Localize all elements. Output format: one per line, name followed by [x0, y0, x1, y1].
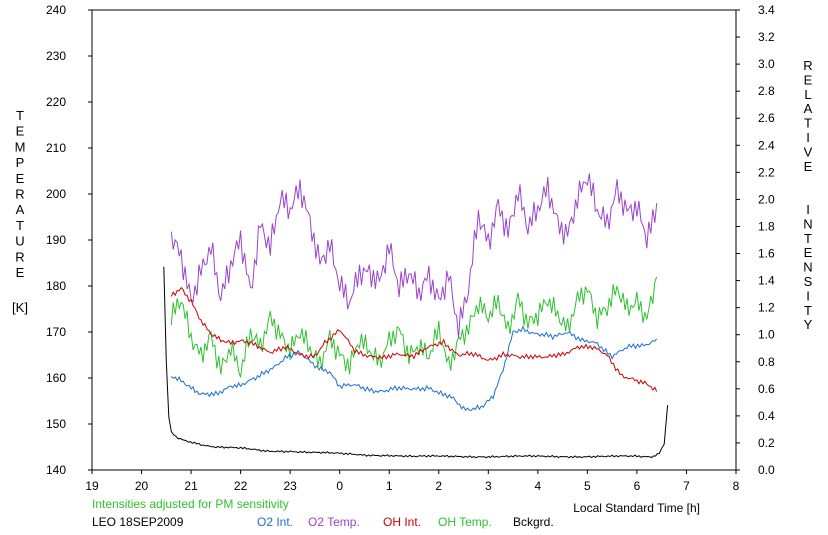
series-line-oh-temp	[170, 276, 658, 378]
right-tick-label: 2.4	[758, 138, 775, 152]
left-tick-label: 240	[46, 3, 66, 17]
right-axis-letter: N	[803, 260, 812, 275]
right-axis-letter: S	[804, 274, 813, 289]
left-axis-letter: E	[16, 124, 25, 139]
legend-entry: O2 Temp.	[308, 515, 360, 529]
left-axis-unit: [K]	[12, 300, 28, 315]
right-tick-label: 2.0	[758, 192, 775, 206]
right-tick-label: 0.2	[758, 436, 775, 450]
x-tick-label: 3	[485, 479, 492, 493]
series-line-o2-int	[170, 325, 658, 412]
x-axis-label: Local Standard Time [h]	[573, 501, 700, 515]
x-tick-label: 20	[135, 479, 149, 493]
left-axis-letter: U	[15, 234, 24, 249]
right-axis-letter: N	[803, 216, 812, 231]
series-line-oh-int	[170, 286, 658, 392]
x-tick-label: 6	[634, 479, 641, 493]
right-axis-letter: I	[806, 288, 810, 303]
x-tick-label: 0	[336, 479, 343, 493]
right-axis-letter: Y	[804, 317, 813, 332]
left-tick-label: 200	[46, 187, 66, 201]
right-axis-letter: T	[804, 116, 812, 131]
legend-entry: O2 Int.	[257, 515, 294, 529]
right-axis-letter: I	[806, 202, 810, 217]
right-tick-label: 1.2	[758, 301, 775, 315]
x-tick-label: 23	[283, 479, 297, 493]
left-tick-label: 160	[46, 371, 66, 385]
right-axis-letter: A	[804, 101, 813, 116]
x-tick-label: 1	[386, 479, 393, 493]
right-axis-letter: R	[803, 58, 812, 73]
right-tick-label: 3.4	[758, 3, 775, 17]
x-tick-label: 22	[234, 479, 248, 493]
right-tick-label: 2.8	[758, 84, 775, 98]
right-tick-label: 1.8	[758, 219, 775, 233]
left-tick-label: 210	[46, 141, 66, 155]
right-tick-label: 2.6	[758, 111, 775, 125]
station-label: LEO 18SEP2009	[92, 515, 184, 529]
series-line-bckgrd	[163, 266, 669, 459]
left-axis-letter: E	[16, 171, 25, 186]
right-tick-label: 2.2	[758, 165, 775, 179]
left-tick-label: 150	[46, 417, 66, 431]
left-axis-letter: T	[16, 218, 24, 233]
right-axis-letter: E	[804, 72, 813, 87]
right-tick-label: 1.0	[758, 328, 775, 342]
series-layer	[163, 173, 669, 459]
legend-entry: Bckgrd.	[513, 515, 554, 529]
left-tick-label: 170	[46, 325, 66, 339]
plot-frame	[91, 9, 737, 471]
right-axis-letter: T	[804, 303, 812, 318]
x-axis-ticks: 19 20 21 22 23 0 1 2 3 4 5 6 7 8	[85, 470, 740, 493]
right-axis-letter: I	[806, 130, 810, 145]
right-axis-letter: T	[804, 231, 812, 246]
legend-entry: OH Temp.	[438, 515, 492, 529]
left-tick-label: 230	[46, 49, 66, 63]
right-tick-label: 1.4	[758, 274, 775, 288]
left-tick-label: 220	[46, 95, 66, 109]
left-tick-label: 190	[46, 233, 66, 247]
right-tick-label: 3.2	[758, 30, 775, 44]
adjustment-note: Intensities adjusted for PM sensitivity	[92, 497, 289, 511]
x-tick-label: 19	[85, 479, 99, 493]
right-tick-label: 0.6	[758, 382, 775, 396]
right-tick-label: 3.0	[758, 57, 775, 71]
right-tick-label: 0.4	[758, 409, 775, 423]
x-tick-label: 7	[683, 479, 690, 493]
left-axis-letter: R	[15, 249, 24, 264]
left-axis-letter: T	[16, 108, 24, 123]
right-tick-label: 1.6	[758, 247, 775, 261]
right-axis-ticks: 0.0 0.2 0.4 0.6 0.8 1.0 1.2 1.4 1.6 1.8 2.0 2.2 2.4 2…	[736, 3, 775, 477]
right-tick-label: 0.8	[758, 355, 775, 369]
left-tick-label: 180	[46, 279, 66, 293]
left-axis-letter: A	[16, 202, 25, 217]
left-axis-letter: R	[15, 187, 24, 202]
legend-entry: OH Int.	[383, 515, 422, 529]
left-axis-letter: P	[16, 155, 25, 170]
x-tick-label: 2	[435, 479, 442, 493]
right-tick-label: 0.0	[758, 463, 775, 477]
left-axis-ticks: 140 150 160 170 180 190 200 210 220 230 240	[46, 3, 92, 477]
x-tick-label: 21	[184, 479, 198, 493]
x-tick-label: 8	[733, 479, 740, 493]
right-axis-letter: L	[804, 87, 811, 102]
left-tick-label: 140	[46, 463, 66, 477]
right-axis-letter: E	[804, 159, 813, 174]
left-axis-letter: E	[16, 265, 25, 280]
left-axis-letter: M	[15, 139, 26, 154]
x-tick-label: 4	[535, 479, 542, 493]
x-tick-label: 5	[584, 479, 591, 493]
series-line-o2-temp	[170, 173, 658, 339]
right-axis-letter: E	[804, 245, 813, 260]
right-axis-letter: V	[804, 144, 813, 159]
